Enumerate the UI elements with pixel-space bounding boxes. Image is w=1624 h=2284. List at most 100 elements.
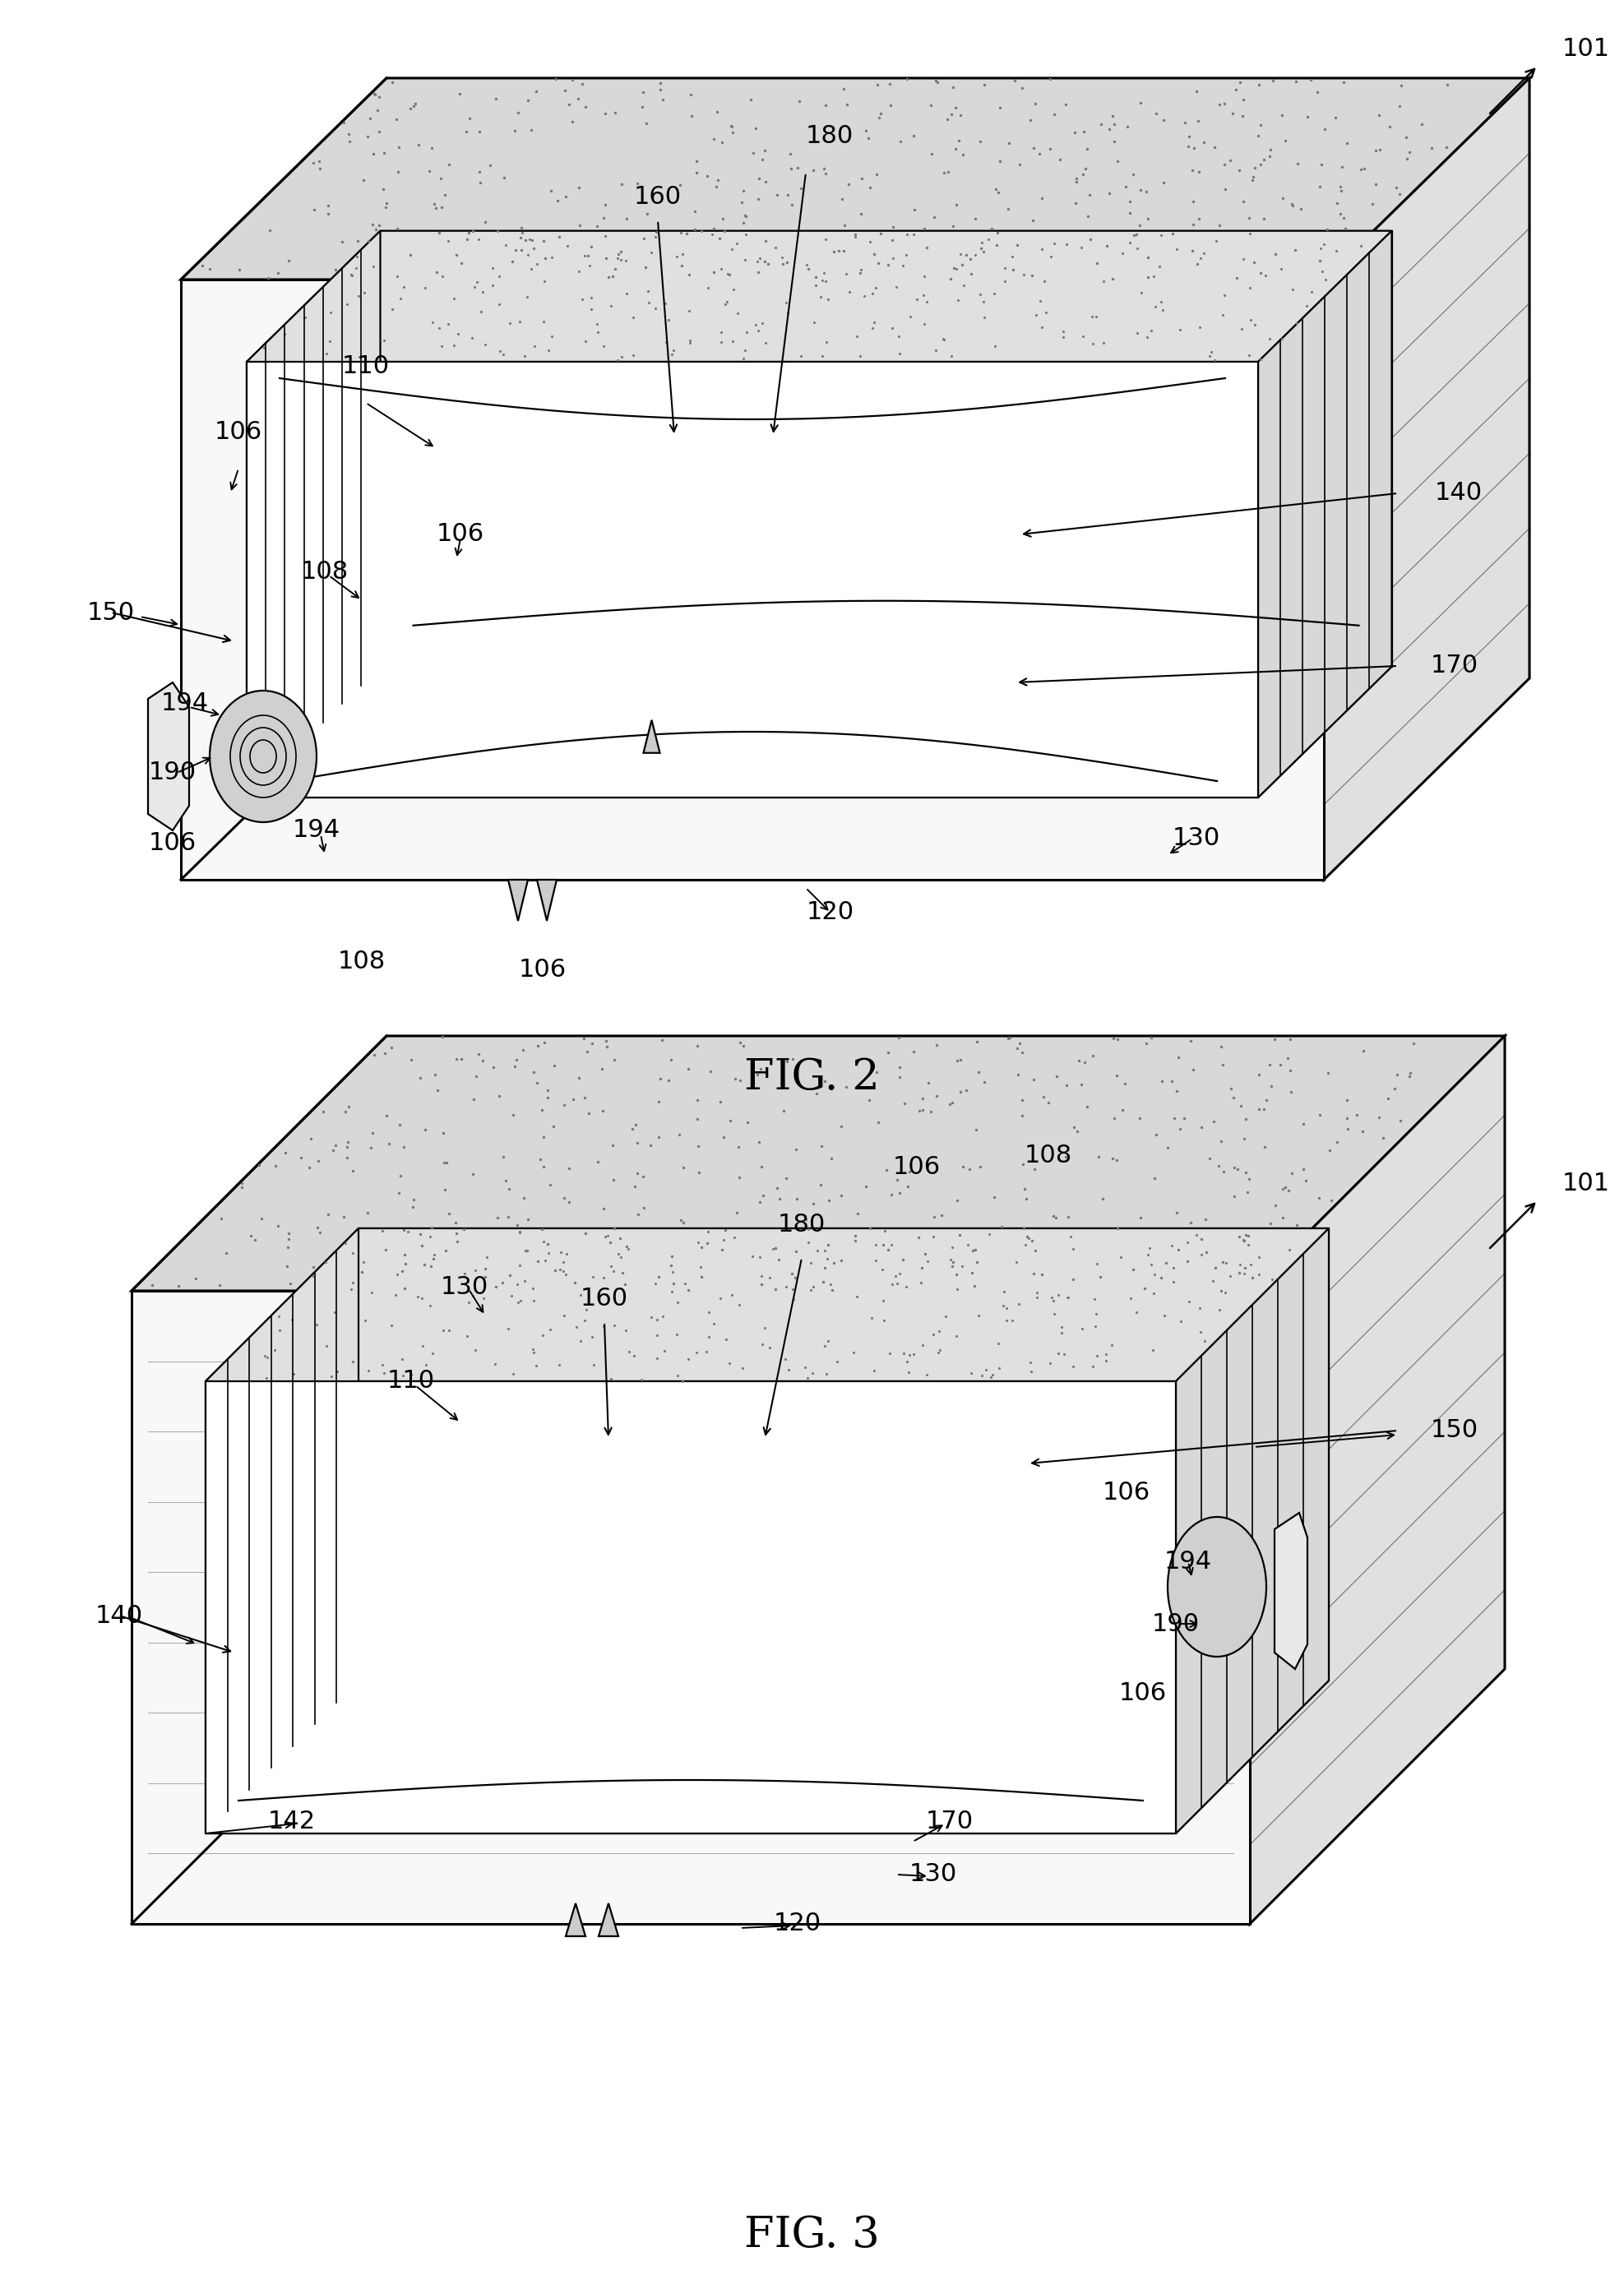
Point	[906, 1092, 932, 1128]
Point	[1231, 1121, 1257, 1158]
Point	[879, 87, 905, 123]
Point	[416, 153, 442, 190]
Point	[1283, 233, 1309, 270]
Polygon shape	[643, 719, 659, 754]
Point	[1101, 1021, 1127, 1057]
Point	[773, 1341, 799, 1377]
Point	[645, 1302, 671, 1338]
Point	[239, 1217, 265, 1254]
Point	[408, 1060, 434, 1096]
Point	[466, 153, 492, 190]
Point	[484, 212, 510, 249]
Point	[213, 1236, 239, 1272]
Text: 194: 194	[292, 818, 341, 843]
Point	[1052, 87, 1078, 123]
Point	[1314, 210, 1340, 247]
Point	[305, 144, 331, 180]
Point	[731, 206, 757, 242]
Point	[1004, 1030, 1030, 1067]
Point	[351, 162, 377, 199]
Point	[382, 1277, 408, 1313]
Point	[1210, 1245, 1236, 1281]
Point	[1351, 151, 1377, 187]
Point	[1247, 256, 1273, 292]
Point	[961, 1231, 987, 1268]
Point	[1371, 1119, 1397, 1156]
Point	[391, 1236, 417, 1272]
Point	[1181, 183, 1207, 219]
Point	[419, 1334, 445, 1370]
Point	[461, 270, 487, 306]
Point	[442, 281, 468, 317]
Point	[1246, 1055, 1272, 1092]
Point	[1221, 1179, 1247, 1215]
Point	[1363, 167, 1389, 203]
Point	[957, 1151, 983, 1188]
Point	[1085, 1338, 1111, 1375]
Point	[1069, 1067, 1095, 1103]
Point	[573, 89, 599, 126]
Polygon shape	[206, 1681, 1328, 1834]
Point	[419, 130, 445, 167]
Point	[1083, 297, 1109, 333]
Point	[1012, 1172, 1038, 1208]
Point	[848, 251, 874, 288]
Polygon shape	[206, 1229, 1328, 1382]
Point	[255, 260, 281, 297]
Point	[700, 210, 726, 247]
Point	[630, 1158, 656, 1195]
Point	[1143, 96, 1169, 132]
Point	[900, 116, 926, 153]
Text: 106: 106	[214, 420, 263, 443]
Point	[421, 1236, 447, 1272]
Point	[305, 1208, 331, 1245]
Point	[937, 260, 963, 297]
Point	[702, 1304, 728, 1341]
Text: 160: 160	[580, 1288, 628, 1311]
Point	[622, 1108, 648, 1144]
Point	[659, 1254, 685, 1290]
Point	[877, 66, 903, 103]
Point	[585, 1144, 611, 1181]
Point	[963, 1245, 989, 1281]
Point	[921, 1199, 947, 1236]
Point	[1186, 153, 1212, 190]
Point	[591, 329, 617, 365]
Point	[497, 1256, 523, 1293]
Point	[330, 224, 356, 260]
Point	[335, 1140, 361, 1176]
Point	[773, 1160, 799, 1197]
Point	[559, 103, 585, 139]
Point	[339, 1263, 365, 1300]
Point	[1304, 73, 1330, 110]
Point	[901, 192, 927, 228]
Polygon shape	[538, 879, 557, 920]
Point	[890, 1240, 916, 1277]
Polygon shape	[387, 1037, 1505, 1670]
Point	[676, 1341, 702, 1377]
Point	[385, 1256, 411, 1293]
Point	[812, 222, 838, 258]
Point	[810, 151, 836, 187]
Point	[453, 222, 479, 258]
Point	[257, 212, 283, 249]
Point	[632, 222, 658, 258]
Point	[1129, 274, 1155, 311]
Point	[685, 1083, 711, 1119]
Point	[632, 1190, 658, 1227]
Point	[255, 1338, 281, 1375]
Point	[1127, 171, 1153, 208]
Point	[551, 1254, 577, 1290]
Point	[1207, 1149, 1233, 1185]
Point	[1168, 1304, 1194, 1341]
Point	[1012, 1211, 1038, 1247]
Point	[778, 1256, 804, 1293]
Point	[435, 224, 461, 260]
Point	[315, 1197, 341, 1233]
Point	[996, 126, 1021, 162]
Point	[1108, 1240, 1134, 1277]
Point	[1176, 1284, 1202, 1320]
Point	[166, 1268, 192, 1304]
Point	[966, 1149, 992, 1185]
Point	[1073, 130, 1099, 167]
